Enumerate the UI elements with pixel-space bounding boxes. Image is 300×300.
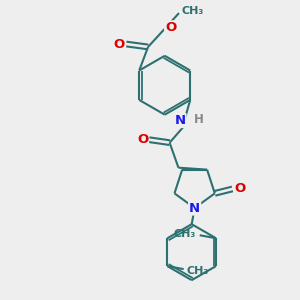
Text: H: H bbox=[194, 112, 204, 126]
Text: N: N bbox=[174, 114, 185, 127]
Text: O: O bbox=[165, 21, 176, 34]
Text: O: O bbox=[137, 133, 148, 146]
Text: N: N bbox=[189, 202, 200, 214]
Text: CH₃: CH₃ bbox=[174, 229, 196, 239]
Text: O: O bbox=[234, 182, 245, 195]
Text: CH₃: CH₃ bbox=[187, 266, 209, 276]
Text: CH₃: CH₃ bbox=[182, 6, 204, 16]
Text: O: O bbox=[114, 38, 125, 50]
